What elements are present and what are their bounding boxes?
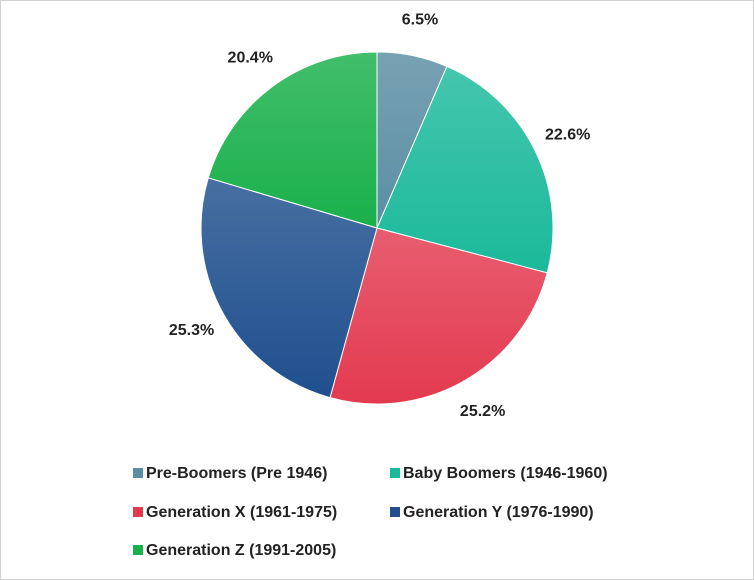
pie-slice — [207, 51, 378, 229]
legend-swatch — [390, 468, 400, 478]
legend-swatch — [133, 507, 143, 517]
pie-slice — [376, 65, 554, 274]
legend-label: Pre-Boomers (Pre 1946) — [146, 465, 327, 482]
pie-slice — [329, 227, 548, 405]
legend-label: Generation Z (1991-2005) — [146, 542, 336, 559]
data-label: 22.6% — [545, 127, 590, 144]
pie-slice — [200, 177, 378, 399]
legend-label: Generation Y (1976-1990) — [403, 504, 594, 521]
legend-swatch — [133, 468, 143, 478]
data-label: 6.5% — [402, 12, 438, 29]
legend-label: Generation X (1961-1975) — [146, 504, 337, 521]
data-label: 20.4% — [228, 49, 273, 66]
legend-swatch — [133, 545, 143, 555]
legend-swatch — [390, 507, 400, 517]
legend-label: Baby Boomers (1946-1960) — [403, 465, 608, 482]
data-label: 25.3% — [169, 322, 214, 339]
data-label: 25.2% — [460, 403, 505, 420]
